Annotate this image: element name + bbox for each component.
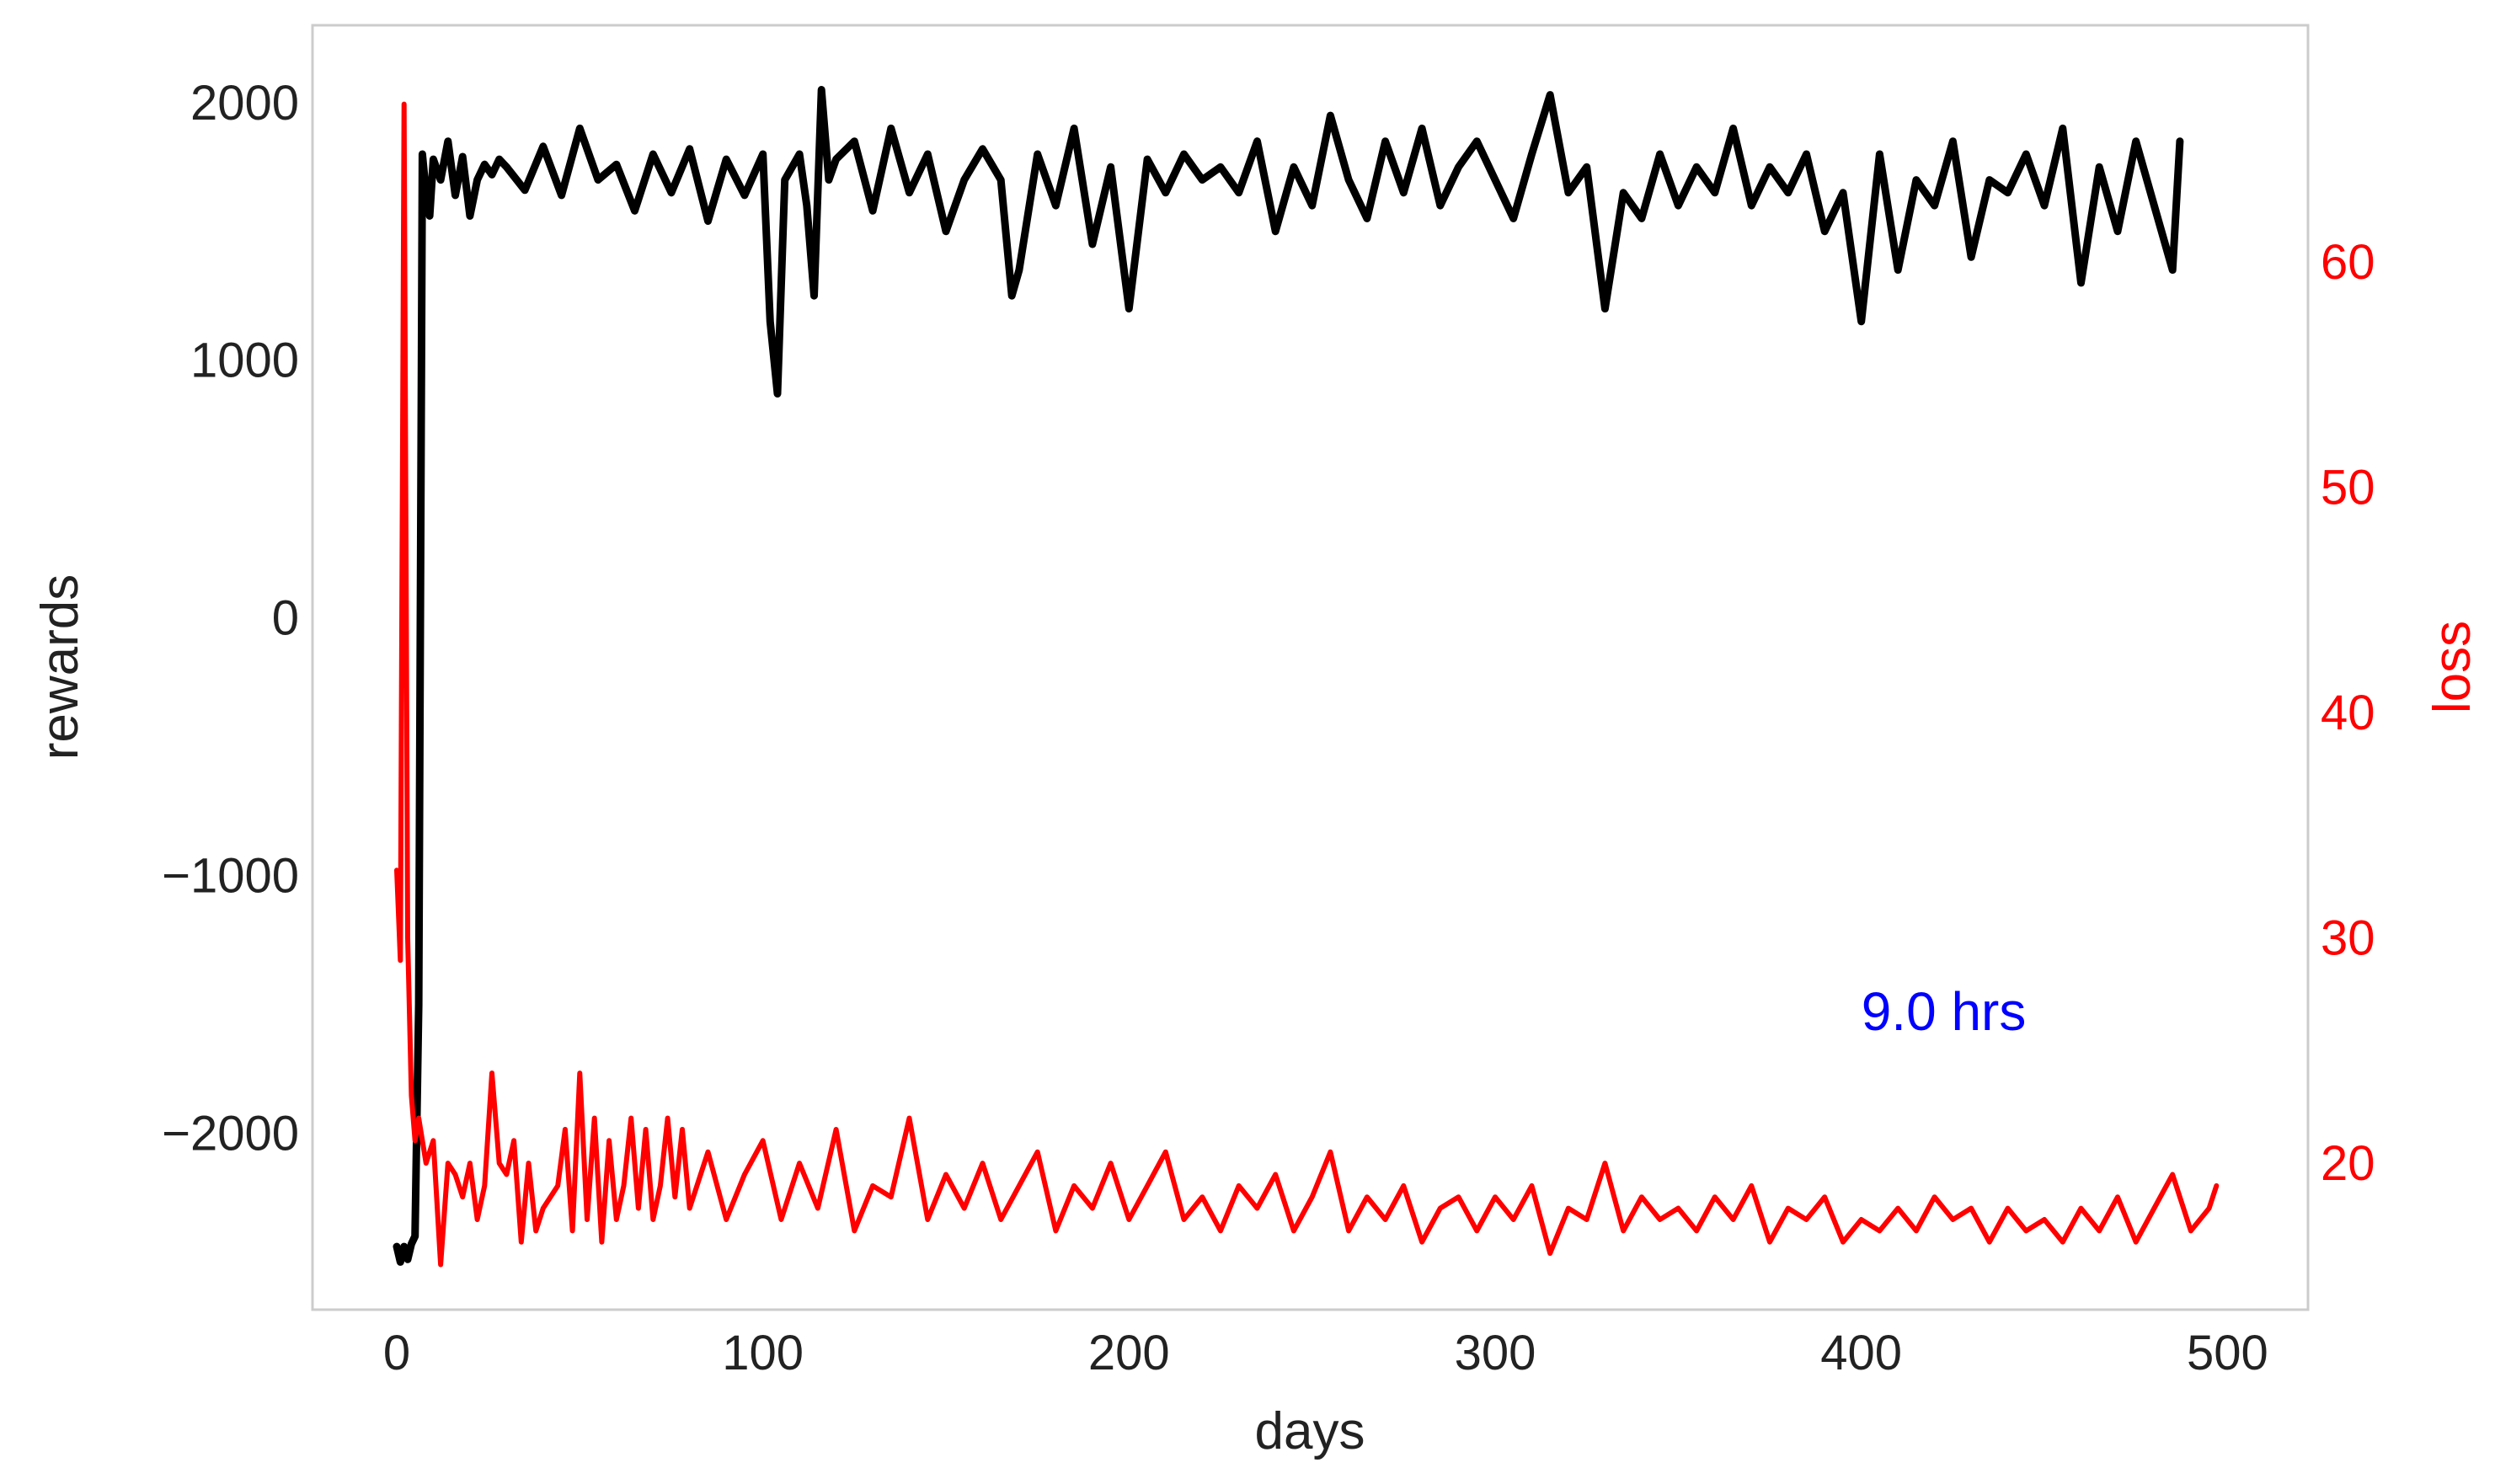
y-axis-title-left: rewards bbox=[31, 574, 89, 761]
x-tick-label: 0 bbox=[383, 1326, 410, 1380]
x-tick-label: 100 bbox=[722, 1326, 804, 1380]
x-tick-label: 400 bbox=[1820, 1326, 1902, 1380]
x-axis-title: days bbox=[1255, 1402, 1365, 1460]
y-axis-ticks-left: −2000 −1000 0 1000 2000 bbox=[162, 76, 299, 1161]
annotation-duration: 9.0 hrs bbox=[1862, 981, 2027, 1042]
x-tick-label: 500 bbox=[2187, 1326, 2268, 1380]
y-tick-label-left: 0 bbox=[272, 591, 299, 646]
y-tick-label-right: 20 bbox=[2321, 1136, 2375, 1191]
x-tick-label: 200 bbox=[1088, 1326, 1170, 1380]
y-tick-label-left: 2000 bbox=[190, 76, 299, 131]
y-tick-label-left: −2000 bbox=[162, 1106, 299, 1161]
rewards-series-line bbox=[393, 86, 2184, 1266]
y-tick-label-right: 30 bbox=[2321, 911, 2375, 966]
x-axis-ticks: 0 100 200 300 400 500 bbox=[383, 1326, 2268, 1380]
x-tick-label: 300 bbox=[1455, 1326, 1536, 1380]
y-axis-ticks-right: 20 30 40 50 60 bbox=[2321, 235, 2375, 1191]
y-tick-label-left: 1000 bbox=[190, 334, 299, 388]
y-tick-label-right: 50 bbox=[2321, 461, 2375, 515]
y-tick-label-right: 40 bbox=[2321, 686, 2375, 740]
loss-series-line bbox=[394, 101, 2220, 1268]
series-layer bbox=[393, 86, 2220, 1268]
plot-frame bbox=[311, 24, 2310, 1311]
y-tick-label-left: −1000 bbox=[162, 849, 299, 904]
y-axis-title-right: loss bbox=[2423, 621, 2482, 713]
y-tick-label-right: 60 bbox=[2321, 235, 2375, 290]
